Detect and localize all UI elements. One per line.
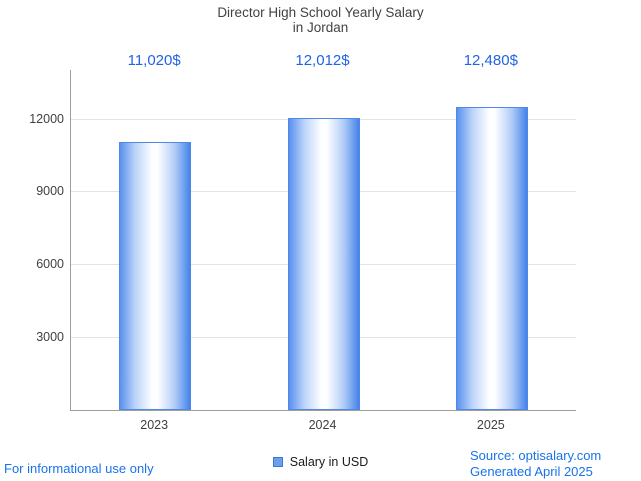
- disclaimer-text: For informational use only: [4, 461, 154, 476]
- x-axis-tick-label: 2024: [308, 418, 337, 432]
- chart-title: Director High School Yearly Salary in Jo…: [0, 5, 641, 35]
- bar-value-label: 12,012$: [295, 52, 350, 69]
- y-axis-tick-label: 6000: [36, 257, 64, 272]
- bar-value-label: 11,020$: [127, 52, 181, 69]
- y-axis-tick-label: 9000: [36, 184, 64, 199]
- bar-2024: [287, 118, 360, 410]
- chart-title-line2: in Jordan: [292, 20, 349, 35]
- plot-area: [70, 70, 576, 411]
- source-link[interactable]: Source: optisalary.com: [470, 448, 602, 463]
- bar-value-label: 12,480$: [463, 52, 518, 69]
- generated-date: Generated April 2025: [470, 464, 593, 479]
- legend: Salary in USD: [0, 455, 641, 469]
- chart-title-line1: Director High School Yearly Salary: [217, 5, 424, 20]
- x-axis-tick-label: 2025: [476, 418, 505, 432]
- legend-label: Salary in USD: [289, 455, 369, 469]
- bar-2023: [119, 142, 192, 410]
- x-axis-tick-label: 2023: [140, 418, 169, 432]
- y-axis-tick-label: 3000: [36, 330, 64, 345]
- y-axis-tick-label: 12000: [29, 111, 64, 126]
- bar-2025: [455, 107, 528, 410]
- source-block: Source: optisalary.com Generated April 2…: [470, 448, 601, 480]
- legend-swatch-icon: [272, 457, 283, 467]
